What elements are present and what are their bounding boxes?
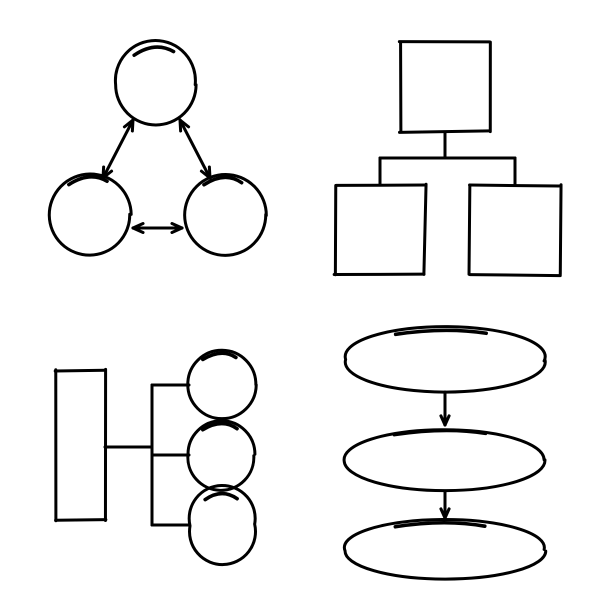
triangle-edge xyxy=(180,120,210,178)
flow-node-e2 xyxy=(344,430,545,491)
flow-node-e3 xyxy=(344,520,545,580)
branch-node-root xyxy=(55,370,105,371)
triangle-node-top xyxy=(115,41,196,125)
diagram-canvas xyxy=(0,0,600,600)
triangle-node-right xyxy=(185,174,267,255)
triangle-node-left xyxy=(49,174,131,255)
branch-node-c2 xyxy=(188,421,255,491)
branch-node-c3 xyxy=(189,485,255,564)
triangle-edge xyxy=(103,120,133,178)
branch-node-c1 xyxy=(188,350,256,418)
flow-node-e1 xyxy=(345,327,545,392)
